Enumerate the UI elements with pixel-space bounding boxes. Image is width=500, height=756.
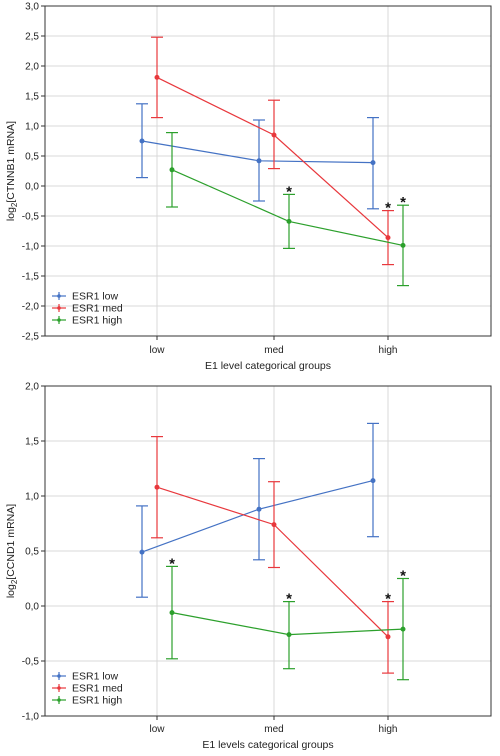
significance-star: * — [400, 194, 406, 211]
significance-star: * — [400, 568, 406, 585]
y-tick-label: 3,0 — [25, 2, 39, 13]
y-tick-label: -1,0 — [22, 712, 40, 723]
legend-entry: ESR1 med — [72, 303, 123, 315]
x-tick-label: high — [379, 724, 398, 735]
data-point — [139, 138, 145, 144]
x-tick-label: low — [149, 724, 165, 735]
data-point — [169, 167, 175, 173]
chart-2: 2,0 1,5 1,0 0,5 0,0 -0,5 -1,0 low med high E1 leve… — [5, 382, 492, 751]
legend-swatch-point — [57, 698, 61, 702]
y-tick-label: -2,5 — [22, 332, 40, 343]
x-axis-label: E1 levels categorical groups — [202, 739, 333, 751]
data-point — [286, 632, 292, 638]
data-point — [400, 626, 406, 632]
data-point — [271, 522, 277, 528]
data-point — [139, 549, 145, 555]
y-tick-label: 1,0 — [25, 122, 39, 133]
x-tick-label: high — [379, 345, 398, 356]
x-tick-label: med — [264, 345, 283, 356]
legend-entry: ESR1 high — [72, 315, 122, 327]
data-point — [370, 478, 376, 484]
data-point — [286, 218, 292, 224]
series-esr1-high — [166, 565, 409, 681]
significance-star: * — [286, 591, 292, 608]
y-axis-label: log2[CTNNB1 mRNA] — [5, 121, 19, 221]
y-tick-label: 1,5 — [25, 92, 39, 103]
legend-entry: ESR1 low — [72, 291, 119, 303]
data-point — [385, 634, 391, 640]
data-point — [256, 158, 262, 164]
y-tick-label: 0,0 — [25, 602, 39, 613]
significance-star: * — [286, 183, 292, 200]
plot-area — [45, 6, 491, 336]
series-esr1-low — [136, 103, 379, 210]
y-axis-label-rest: [CTNNB1 mRNA] — [5, 121, 17, 203]
y-tick-label: -1,5 — [22, 272, 40, 283]
y-axis-label-rest: [CCND1 mRNA] — [5, 504, 17, 580]
data-point — [400, 242, 406, 248]
legend-swatch-point — [57, 294, 61, 298]
series-esr1-med — [151, 36, 394, 266]
data-point — [271, 132, 277, 138]
data-point — [154, 484, 160, 490]
data-point — [256, 506, 262, 512]
y-tick-label: -2,0 — [22, 302, 40, 313]
significance-star: * — [385, 200, 391, 217]
y-tick-label: 1,0 — [25, 492, 39, 503]
legend-entry: ESR1 med — [72, 683, 123, 695]
y-tick-label: -0,5 — [22, 657, 40, 668]
legend-swatch-point — [57, 674, 61, 678]
y-tick-label: 1,5 — [25, 437, 39, 448]
y-tick-label: -0,5 — [22, 212, 40, 223]
significance-star: * — [385, 591, 391, 608]
y-axis-label-subscript: 2 — [10, 202, 19, 207]
x-tick-label: med — [264, 724, 283, 735]
series-esr1-high — [166, 132, 409, 287]
significance-star: * — [169, 555, 175, 572]
y-tick-label: 2,5 — [25, 32, 39, 43]
y-tick-label: 0,0 — [25, 182, 39, 193]
x-axis-label: E1 level categorical groups — [205, 360, 331, 372]
y-tick-label: 2,0 — [25, 62, 39, 73]
chart-1: 3,0 2,5 2,0 1,5 1,0 0,5 0,0 -0,5 -1,0 -1,5 -2,0 -2,… — [5, 2, 492, 372]
data-point — [370, 160, 376, 166]
y-tick-label: 0,5 — [25, 152, 39, 163]
series-esr1-low — [136, 422, 379, 598]
legend-swatch-point — [57, 686, 61, 690]
data-point — [385, 235, 391, 241]
y-axis-label-subscript: 2 — [10, 579, 19, 584]
plot-frame — [44, 5, 492, 337]
series-esr1-med — [151, 436, 394, 674]
legend-entry: ESR1 high — [72, 695, 122, 707]
legend-entry: ESR1 low — [72, 671, 119, 683]
data-point — [169, 610, 175, 616]
y-axis-label-main: log — [5, 584, 17, 598]
y-axis-label-main: log — [5, 207, 17, 221]
y-tick-label: 2,0 — [25, 382, 39, 393]
y-tick-label: -1,0 — [22, 242, 40, 253]
y-tick-label: 0,5 — [25, 547, 39, 558]
legend-swatch-point — [57, 306, 61, 310]
y-axis-label: log2[CCND1 mRNA] — [5, 504, 19, 598]
data-point — [154, 74, 160, 80]
x-tick-label: low — [149, 345, 165, 356]
legend-swatch-point — [57, 318, 61, 322]
